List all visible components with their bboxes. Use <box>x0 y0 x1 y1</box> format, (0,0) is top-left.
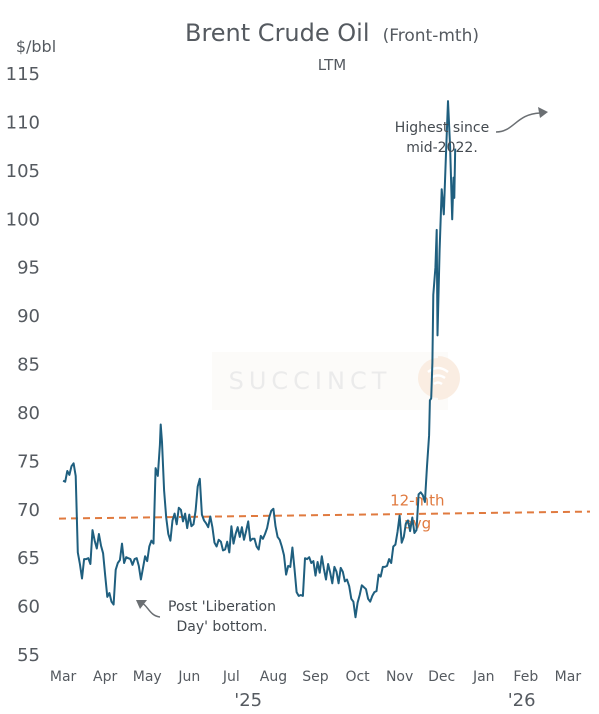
annotation-peak-arrow <box>495 112 541 133</box>
y-tick-label: 115 <box>6 64 40 85</box>
x-tick-label: Jul <box>222 669 240 685</box>
x-tick-label: Dec <box>428 669 455 685</box>
annotation-bottom-arrowhead-icon <box>136 600 147 609</box>
x-tick-label: Oct <box>345 669 370 685</box>
x-tick-label: May <box>133 669 162 685</box>
annotation-bottom-arrow <box>141 602 161 618</box>
y-tick-label: 85 <box>17 355 40 376</box>
y-tick-label: 70 <box>17 500 40 521</box>
year-labels: '25 '26 <box>234 690 535 711</box>
x-tick-label: Mar <box>50 669 77 685</box>
watermark-logo-icon <box>418 356 460 400</box>
annotation-peak-line1: Highest since <box>395 120 489 136</box>
x-tick-label: Jun <box>177 669 200 685</box>
y-tick-label: 65 <box>17 548 40 569</box>
annotation-bottom-line2: Day' bottom. <box>176 619 267 635</box>
x-tick-label: Aug <box>260 669 287 685</box>
y-axis-ticks: 55 60 65 70 75 80 85 90 95 100 105 110 115 <box>6 64 40 666</box>
y-tick-label: 110 <box>6 112 40 133</box>
y-tick-label: 75 <box>17 451 40 472</box>
price-series-line <box>62 100 457 619</box>
x-tick-label: Sep <box>302 669 329 685</box>
x-tick-label: Jan <box>472 669 495 685</box>
x-tick-label: Feb <box>513 669 538 685</box>
chart-title: Brent Crude Oil (Front-mth) <box>185 19 479 47</box>
x-axis-ticks: Mar Apr May Jun Jul Aug Sep Oct Nov Dec Jan Feb Mar <box>50 669 581 685</box>
x-tick-label: Nov <box>386 669 413 685</box>
x-tick-label: Mar <box>555 669 582 685</box>
y-tick-label: 95 <box>17 258 40 279</box>
chart-title-suffix: (Front-mth) <box>383 26 479 46</box>
chart-subtitle: LTM <box>318 56 346 74</box>
annotation-peak-line2: mid-2022. <box>406 140 478 156</box>
annotation-bottom-line1: Post 'Liberation <box>168 599 276 615</box>
chart-title-main: Brent Crude Oil <box>185 19 370 47</box>
y-tick-label: 80 <box>17 403 40 424</box>
watermark: SUCCINCT <box>212 352 460 410</box>
y-tick-label: 100 <box>6 209 40 230</box>
average-line <box>58 510 591 520</box>
x-tick-label: Apr <box>93 669 117 685</box>
annotation-bottom: Post 'Liberation Day' bottom. <box>136 599 276 635</box>
y-tick-label: 60 <box>17 597 40 618</box>
y-tick-label: 90 <box>17 306 40 327</box>
y-tick-label: 105 <box>6 161 40 182</box>
watermark-text: SUCCINCT <box>229 367 392 395</box>
y-tick-label: 55 <box>17 645 40 666</box>
annotation-peak: Highest since mid-2022. <box>395 107 548 156</box>
year-label: '26 <box>508 690 536 711</box>
y-axis-label: $/bbl <box>16 37 56 56</box>
year-label: '25 <box>234 690 262 711</box>
annotation-peak-arrowhead-icon <box>538 107 548 118</box>
